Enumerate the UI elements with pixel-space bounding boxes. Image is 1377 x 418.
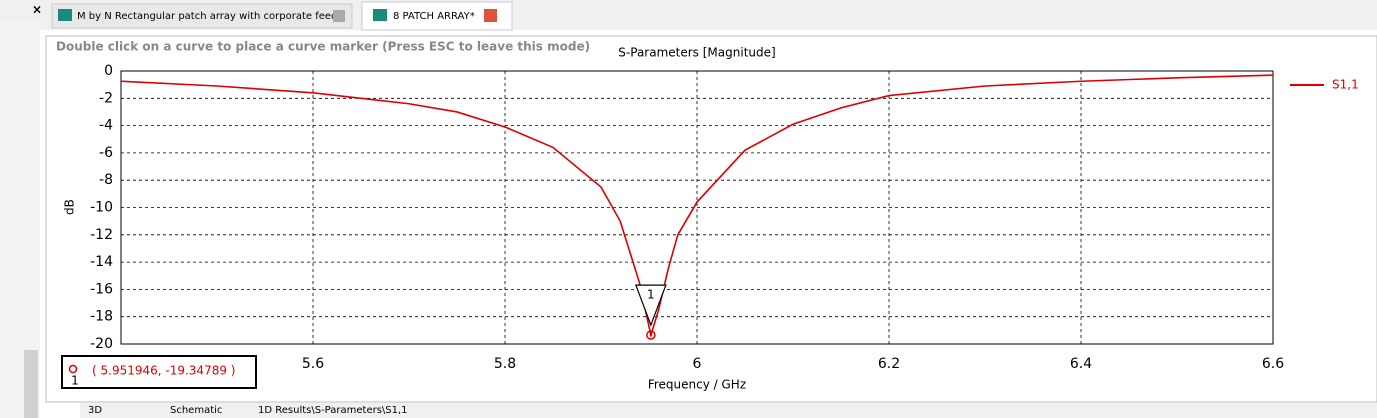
tab[interactable] [51, 3, 353, 29]
tab-label[interactable]: 8 PATCH ARRAY* [393, 11, 475, 22]
x-tick-label: 5.6 [302, 356, 324, 372]
bottom-tab[interactable]: 3D [88, 405, 102, 416]
tab-icon [373, 9, 387, 21]
y-tick-label: -18 [90, 309, 113, 325]
tab-close[interactable] [484, 9, 497, 22]
marker-readout [61, 355, 257, 389]
x-tick-label: 6.6 [1262, 356, 1284, 372]
x-tick-label: 6.2 [878, 356, 900, 372]
series-line [120, 74, 1274, 339]
tab-label[interactable]: M by N Rectangular patch array with corp… [77, 11, 337, 22]
x-axis-label: Frequency / GHz [648, 378, 746, 392]
y-tick-label: -12 [90, 227, 113, 243]
marker-flag-label: 1 [647, 288, 655, 302]
legend-label: S1,1 [1332, 78, 1359, 92]
bottom-tab[interactable]: 1D Results\S-Parameters\S1,1 [258, 405, 408, 416]
y-tick-label: -14 [90, 254, 113, 270]
bottom-tab[interactable]: Schematic [170, 405, 222, 416]
hint: Double click on a curve to place a curve… [56, 40, 590, 54]
curve-marker [646, 330, 656, 340]
bottom-tab-bar [80, 403, 1377, 418]
y-tick-label: -20 [90, 336, 113, 352]
tab-close[interactable] [333, 10, 345, 22]
marker-readout-text: ( 5.951946, -19.34789 ) [92, 364, 235, 378]
y-tick-label: -4 [99, 118, 113, 134]
marker-flag [635, 284, 667, 327]
tab-icon [58, 9, 72, 21]
y-axis-label: dB [63, 199, 77, 215]
chart-title: S-Parameters [Magnitude] [618, 46, 775, 60]
curve-marker-dot [649, 333, 653, 337]
y-tick-label: -10 [90, 200, 113, 216]
y-tick-label: -16 [90, 281, 113, 297]
marker-readout-icon [68, 364, 78, 374]
marker-readout-index: 1 [71, 374, 79, 388]
plot: 0 -2 -4 -6 -8 -10 -12 -14 -16 -18 -20 5.6 5.8 6 6.2 6.4… [61, 63, 1359, 389]
x-tick-label: 6.4 [1070, 356, 1092, 372]
y-tick-label: 0 [104, 63, 113, 79]
x-tick-label: 6 [693, 356, 702, 372]
scrollbar [24, 350, 38, 418]
y-tick-label: -2 [99, 90, 113, 106]
x-tick-label: 5.8 [494, 356, 516, 372]
y-tick-label: -6 [99, 145, 113, 161]
close-button[interactable]: × [32, 3, 42, 17]
y-tick-label: -8 [99, 172, 113, 188]
